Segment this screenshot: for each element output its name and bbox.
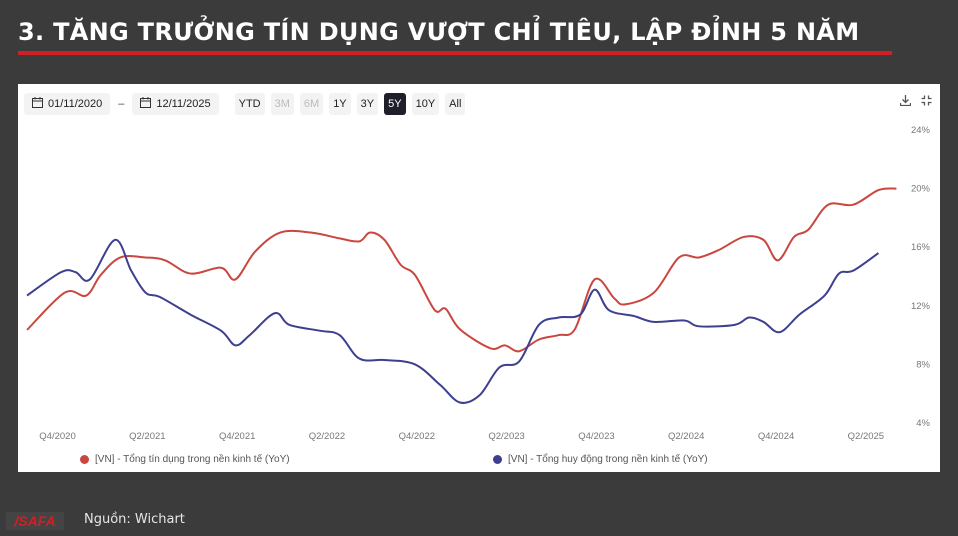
deposit-growth-line [26,238,880,404]
chart-tools [899,95,932,109]
page-title: 3. TĂNG TRƯỞNG TÍN DỤNG VƯỢT CHỈ TIÊU, L… [18,18,860,46]
end-date-value: 12/11/2025 [156,98,211,110]
title-underline [18,51,892,55]
credit-growth-line [26,187,897,353]
x-tick-label: Q4/2020 [39,431,75,442]
range-5y-button[interactable]: 5Y [384,93,406,115]
safa-logo: /SAFA [6,512,64,530]
chart-toolbar: 01/11/2020 – 12/11/2025 YTD 3M 6M 1Y 3Y … [24,93,466,115]
y-tick-label: 8% [916,359,930,370]
y-tick-label: 24% [911,125,931,136]
x-tick-label: Q4/2023 [578,431,614,442]
x-tick-label: Q2/2021 [129,431,165,442]
range-10y-button[interactable]: 10Y [411,93,440,115]
start-date-value: 01/11/2020 [48,98,103,110]
x-tick-label: Q4/2022 [399,431,435,442]
range-ytd-button[interactable]: YTD [234,93,265,115]
range-3y-button[interactable]: 3Y [356,93,379,115]
x-tick-label: Q2/2022 [309,431,345,442]
x-tick-label: Q2/2025 [848,431,884,442]
fullscreen-icon[interactable] [921,95,932,109]
calendar-icon [32,97,43,111]
range-3m-button[interactable]: 3M [270,93,294,115]
legend-marker-deposit [493,455,502,464]
download-icon[interactable] [899,95,912,109]
y-tick-label: 4% [916,418,930,429]
chart-card: 01/11/2020 – 12/11/2025 YTD 3M 6M 1Y 3Y … [18,84,940,472]
calendar-icon [140,97,152,111]
start-date-input[interactable]: 01/11/2020 [24,93,111,115]
range-1y-button[interactable]: 1Y [329,93,351,115]
x-tick-label: Q2/2023 [488,431,524,442]
legend-label-deposit: [VN] - Tổng huy động trong nền kinh tế (… [508,454,708,465]
x-tick-label: Q4/2021 [219,431,255,442]
date-separator: – [118,98,125,110]
y-tick-label: 16% [911,242,931,253]
legend-item-credit[interactable]: [VN] - Tổng tín dụng trong nền kinh tế (… [80,454,290,465]
x-tick-label: Q2/2024 [668,431,704,442]
source-note: Nguồn: Wichart [84,512,185,527]
legend-marker-credit [80,455,89,464]
range-all-button[interactable]: All [445,93,466,115]
legend-item-deposit[interactable]: [VN] - Tổng huy động trong nền kinh tế (… [493,454,708,465]
line-chart: 4% 8% 12% 16% 20% 24% Q4/2020 Q2/2021 Q4/2021 Q2/… [26,125,931,442]
legend-label-credit: [VN] - Tổng tín dụng trong nền kinh tế (… [95,454,290,465]
x-tick-label: Q4/2024 [758,431,794,442]
end-date-input[interactable]: 12/11/2025 [132,93,219,115]
y-tick-label: 12% [911,301,931,312]
y-tick-label: 20% [911,184,931,195]
range-6m-button[interactable]: 6M [299,93,324,115]
